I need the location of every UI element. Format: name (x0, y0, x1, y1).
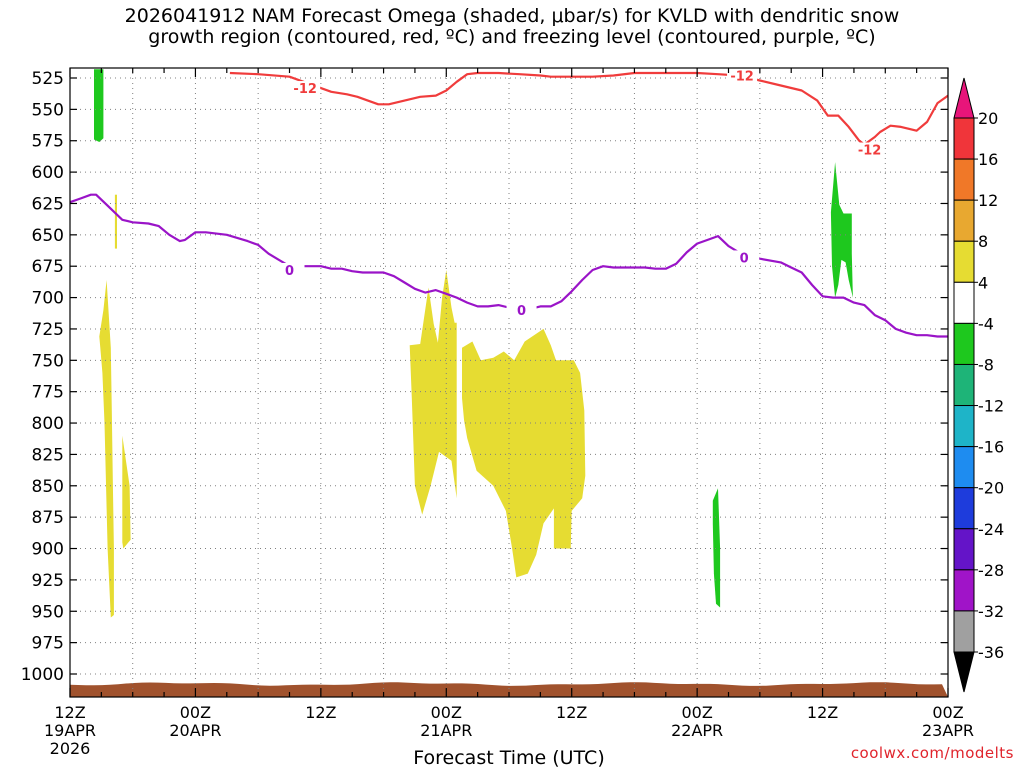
colorbar-label: 12 (978, 191, 998, 210)
y-tick-label: 1000 (21, 665, 64, 685)
x-tick-label: 12Z (556, 703, 587, 722)
contour-line-2 (70, 193, 948, 338)
x-axis-label: Forecast Time (UTC) (413, 747, 604, 768)
x-tick-label: 00Z (681, 703, 712, 722)
y-tick-label: 700 (32, 289, 64, 309)
x-tick-label: 12Z (54, 703, 85, 722)
colorbar-bin (953, 199, 975, 242)
x-tick-label: 12Z (305, 703, 336, 722)
y-tick-label: 850 (32, 477, 64, 497)
x-tick-label: 12Z (807, 703, 838, 722)
contour-label-bg (506, 303, 537, 318)
contour-label-bg (274, 262, 305, 277)
chart-title-line-2: growth region (contoured, red, ºC) and f… (148, 26, 876, 48)
colorbar-bin (953, 281, 975, 324)
plot-area: -12 -12 -12 0 0 0 (70, 68, 948, 697)
y-tick-label: 625 (32, 194, 64, 214)
x-tick-label: 00Z (431, 703, 462, 722)
colorbar-bin (953, 569, 975, 612)
omega-region-4 (122, 435, 131, 549)
contour-label: -12 (858, 144, 882, 159)
colorbar-label: -12 (978, 397, 1004, 416)
chart-title: 2026041912 NAM Forecast Omega (shaded, μ… (0, 6, 1024, 48)
colorbar-label: 20 (978, 109, 998, 128)
omega-region-7 (712, 488, 721, 608)
colorbar-bin (953, 528, 975, 571)
colorbar-label: -16 (978, 438, 1004, 457)
y-tick-label: 825 (32, 445, 64, 465)
y-tick-label: 650 (32, 226, 64, 246)
x-tick-year-label: 2026 (50, 739, 91, 758)
colorbar-bin (953, 405, 975, 448)
y-tick-label: 950 (32, 602, 64, 622)
omega-region-3 (99, 280, 114, 618)
colorbar-label: 4 (978, 273, 988, 292)
colorbar-label: -8 (978, 355, 994, 374)
y-tick-label: 800 (32, 414, 64, 434)
omega-region-5 (409, 270, 457, 515)
x-tick-date-label: 22APR (671, 721, 723, 740)
x-tick-date-label: 21APR (420, 721, 472, 740)
y-tick-label: 675 (32, 257, 64, 277)
y-tick-label: 875 (32, 508, 64, 528)
colorbar-label: -4 (978, 314, 994, 333)
y-tick-label: 775 (32, 383, 64, 403)
y-tick-label: 550 (32, 100, 64, 120)
colorbar-top-triangle (953, 77, 975, 119)
y-tick-label: 725 (32, 320, 64, 340)
colorbar-label: -32 (978, 602, 1004, 621)
colorbar-bin (953, 487, 975, 530)
x-tick-label: 00Z (932, 703, 963, 722)
y-tick-label: 575 (32, 132, 64, 152)
contour-label: 0 (285, 264, 294, 279)
x-tick-date-label: 20APR (169, 721, 221, 740)
colorbar-bin (953, 117, 975, 160)
colorbar-bin (953, 322, 975, 365)
omega-region-8 (830, 162, 853, 298)
colorbar-bin (953, 446, 975, 489)
colorbar-label: -20 (978, 479, 1004, 498)
contour-label-bg (727, 68, 758, 83)
y-tick-label: 975 (32, 634, 64, 654)
y-tick-label: 600 (32, 163, 64, 183)
x-tick-date-label: 23APR (922, 721, 974, 740)
colorbar-bottom-triangle (953, 651, 975, 693)
omega-region-6 (462, 328, 586, 578)
y-tick-label: 900 (32, 540, 64, 560)
x-tick-label: 00Z (180, 703, 211, 722)
contour-label-bg (290, 81, 321, 96)
site-credit: coolwx.com/modelts (850, 744, 1014, 762)
colorbar-label: -28 (978, 561, 1004, 580)
contour-label-bg (854, 142, 885, 157)
chart-title-line-1: 2026041912 NAM Forecast Omega (shaded, μ… (124, 5, 900, 27)
contour-label: -12 (730, 69, 754, 84)
y-tick-label: 925 (32, 571, 64, 591)
colorbar-bin (953, 363, 975, 407)
colorbar-bin (953, 610, 975, 653)
contour-label: -12 (293, 82, 317, 97)
omega-region-2 (114, 194, 117, 249)
omega-region-1 (94, 69, 104, 142)
colorbar-label: 8 (978, 232, 988, 251)
colorbar-label: -24 (978, 520, 1004, 539)
contour-label: 0 (517, 304, 526, 319)
colorbar-bin (953, 158, 975, 201)
contour-line-1 (229, 71, 948, 146)
colorbar-label: -36 (978, 643, 1004, 662)
y-tick-label: 750 (32, 351, 64, 371)
colorbar-bin (953, 240, 975, 283)
y-tick-label: 525 (32, 69, 64, 89)
x-tick-date-label: 19APR (44, 721, 96, 740)
contour-label: 0 (740, 251, 749, 266)
colorbar-label: 16 (978, 150, 998, 169)
contour-label-bg (729, 250, 760, 265)
